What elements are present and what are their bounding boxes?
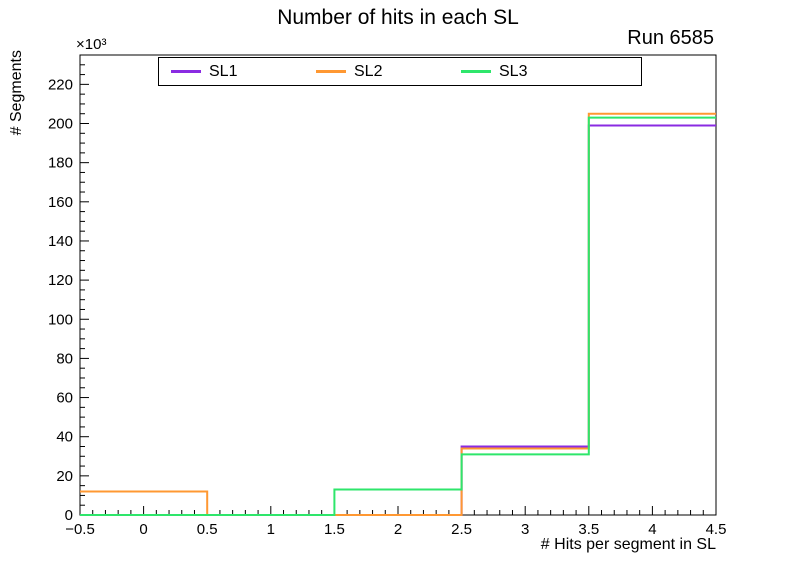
series-line-SL1 — [80, 124, 716, 516]
x-tick-label: 1.5 — [324, 521, 345, 538]
x-tick-label: 3.5 — [578, 521, 599, 538]
legend-swatch-SL3 — [461, 70, 491, 73]
legend-entry-SL2: SL2 — [304, 62, 449, 80]
x-tick-label: 2 — [394, 521, 402, 538]
y-tick-label: 220 — [48, 76, 73, 93]
y-tick-label: 60 — [56, 390, 73, 407]
y-tick-label: 40 — [56, 429, 73, 446]
series-line-SL3 — [80, 116, 716, 516]
legend-label-SL2: SL2 — [354, 62, 383, 80]
y-tick-label: 0 — [65, 507, 73, 524]
x-tick-label: 2.5 — [451, 521, 472, 538]
x-tick-label: −0.5 — [65, 521, 95, 538]
x-tick-label: 4 — [648, 521, 656, 538]
legend-entry-SL3: SL3 — [449, 62, 594, 80]
chart-title: Number of hits in each SL — [277, 6, 519, 29]
y-tick-label: 20 — [56, 468, 73, 485]
x-tick-label: 1 — [267, 521, 275, 538]
x-tick-label: 0.5 — [197, 521, 218, 538]
legend-swatch-SL2 — [316, 70, 346, 73]
x-axis-title: # Hits per segment in SL — [540, 536, 716, 553]
x-tick-label: 4.5 — [706, 521, 727, 538]
y-tick-label: 100 — [48, 311, 73, 328]
legend-box: SL1 SL2 SL3 — [158, 57, 642, 86]
legend-swatch-SL1 — [171, 70, 201, 73]
y-tick-label: 180 — [48, 155, 73, 172]
plot-frame — [79, 54, 717, 516]
y-tick-label: 200 — [48, 116, 73, 133]
y-tick-label: 80 — [56, 350, 73, 367]
legend-label-SL3: SL3 — [499, 62, 528, 80]
y-tick-label: 160 — [48, 194, 73, 211]
y-tick-label: 120 — [48, 272, 73, 289]
run-annotation: Run 6585 — [627, 27, 714, 49]
legend-label-SL1: SL1 — [209, 62, 238, 80]
x-tick-label: 3 — [521, 521, 529, 538]
y-axis-multiplier: ×10³ — [76, 36, 107, 53]
series-line-SL2 — [80, 112, 716, 516]
x-tick-label: 0 — [139, 521, 147, 538]
y-tick-label: 140 — [48, 233, 73, 250]
legend-entry-SL1: SL1 — [159, 62, 304, 80]
